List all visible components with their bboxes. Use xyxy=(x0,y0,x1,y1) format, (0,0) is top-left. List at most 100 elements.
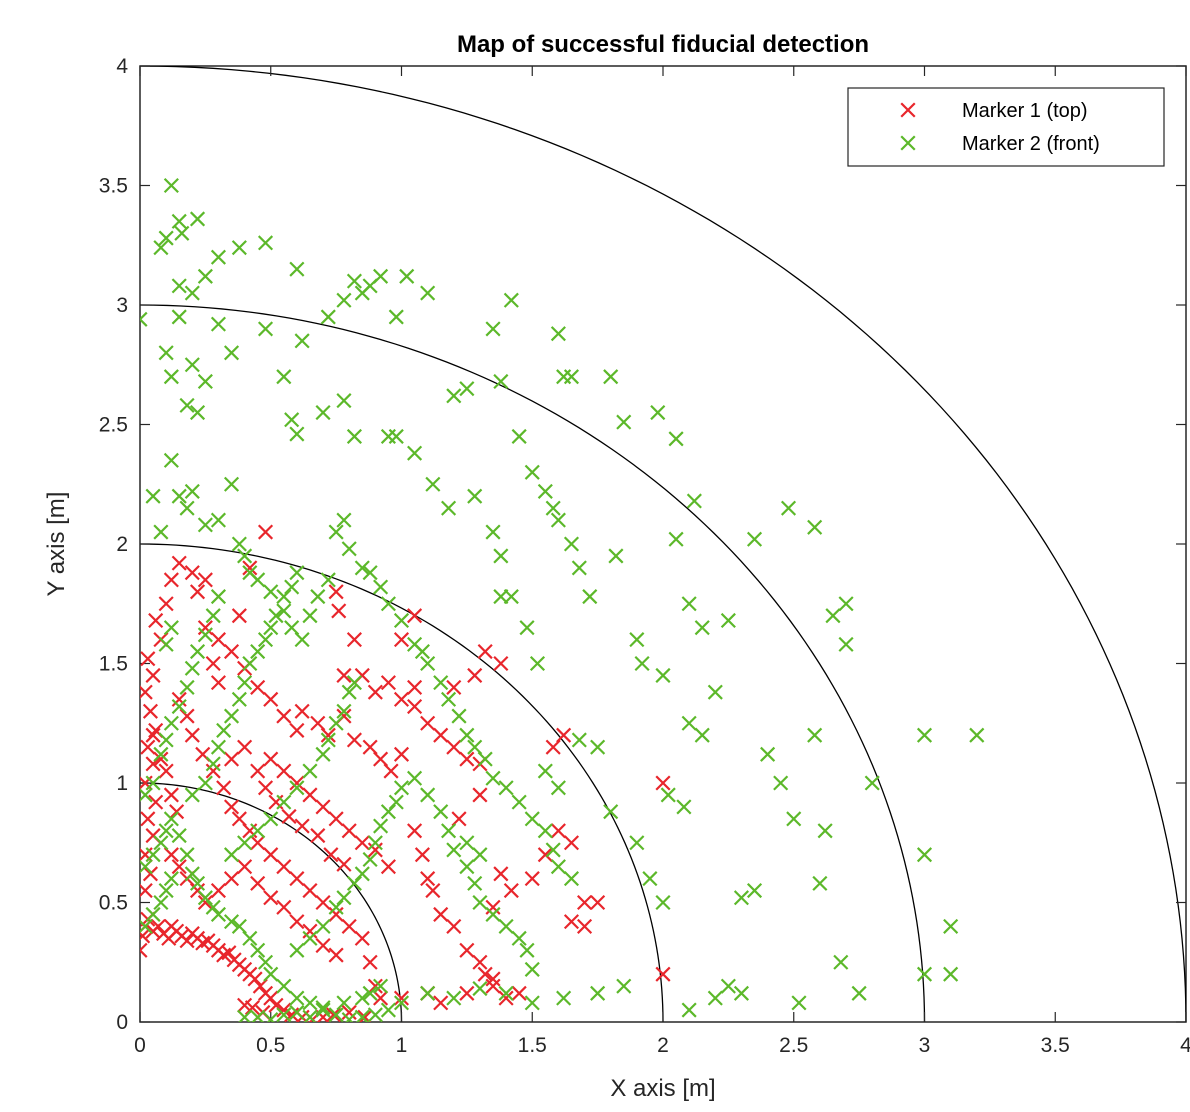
y-tick-label: 4 xyxy=(116,55,128,78)
data-point-series-2 xyxy=(472,980,488,997)
x-tick-label: 3.5 xyxy=(1041,1034,1070,1057)
data-point-series-2 xyxy=(237,548,253,564)
data-point-series-2 xyxy=(733,985,750,1001)
data-point-series-2 xyxy=(197,627,213,643)
chart-title: Map of successful fiducial detection xyxy=(457,31,869,58)
data-point-series-2 xyxy=(833,954,849,970)
data-point-series-2 xyxy=(707,684,723,700)
data-point-series-2 xyxy=(336,995,352,1011)
data-point-series-2 xyxy=(179,679,195,695)
reference-arc-r3 xyxy=(140,304,926,1022)
data-point-series-2 xyxy=(746,531,763,547)
data-point-series-1 xyxy=(346,632,362,648)
data-point-series-2 xyxy=(393,612,410,629)
data-point-series-2 xyxy=(153,835,169,851)
data-point-series-2 xyxy=(328,524,344,540)
data-point-series-2 xyxy=(571,732,587,748)
data-point-series-2 xyxy=(446,990,462,1006)
data-point-series-1 xyxy=(354,930,370,946)
data-point-series-1 xyxy=(380,675,396,691)
data-point-series-2 xyxy=(529,655,546,672)
data-point-series-1 xyxy=(446,739,462,755)
data-point-series-2 xyxy=(276,603,292,619)
data-point-series-1 xyxy=(407,608,423,624)
data-point-series-1 xyxy=(142,703,159,719)
data-point-series-1 xyxy=(163,572,179,588)
data-point-series-2 xyxy=(399,268,415,284)
x-tick-label: 4 xyxy=(1180,1034,1190,1057)
data-point-series-2 xyxy=(511,794,527,810)
data-point-series-2 xyxy=(373,818,389,834)
data-point-series-2 xyxy=(433,675,449,691)
data-point-series-2 xyxy=(642,871,658,887)
data-point-series-1 xyxy=(140,651,156,667)
data-point-series-1 xyxy=(493,866,509,882)
data-point-series-1 xyxy=(250,875,266,891)
data-point-series-1 xyxy=(163,787,179,803)
y-tick-label: 0.5 xyxy=(99,892,128,915)
data-point-series-2 xyxy=(315,1000,331,1016)
data-point-series-1 xyxy=(380,859,396,875)
data-point-series-1 xyxy=(289,871,305,887)
data-point-series-2 xyxy=(179,500,195,516)
data-point-series-2 xyxy=(550,512,566,528)
data-point-series-1 xyxy=(511,985,527,1001)
data-point-series-2 xyxy=(707,990,723,1006)
data-point-series-1 xyxy=(210,632,227,648)
data-point-series-1 xyxy=(472,787,488,803)
data-point-series-1 xyxy=(184,727,200,743)
data-point-series-2 xyxy=(289,261,305,277)
data-point-series-2 xyxy=(668,431,684,447)
data-point-series-1 xyxy=(163,847,179,863)
data-point-series-2 xyxy=(223,847,240,863)
data-point-series-2 xyxy=(189,404,206,421)
data-point-series-1 xyxy=(281,808,297,825)
data-point-series-2 xyxy=(420,985,436,1001)
data-point-series-2 xyxy=(545,842,561,858)
data-point-series-2 xyxy=(446,842,462,858)
data-point-series-1 xyxy=(328,584,344,600)
data-point-series-1 xyxy=(367,684,383,700)
data-point-series-2 xyxy=(257,954,274,970)
data-point-series-2 xyxy=(242,930,258,946)
data-point-series-1 xyxy=(231,608,247,624)
data-point-series-2 xyxy=(608,548,624,564)
data-point-series-2 xyxy=(341,541,357,557)
data-point-series-2 xyxy=(807,727,823,743)
data-point-series-1 xyxy=(223,799,240,815)
data-point-series-2 xyxy=(791,995,807,1011)
data-point-series-2 xyxy=(237,835,253,851)
data-point-series-1 xyxy=(433,906,449,923)
reference-arc-r1 xyxy=(140,782,403,1022)
data-point-series-1 xyxy=(563,914,580,930)
data-point-series-1 xyxy=(250,679,266,695)
data-point-series-1 xyxy=(477,966,493,982)
data-point-series-2 xyxy=(681,596,697,612)
legend-label-1: Marker 1 (top) xyxy=(962,100,1088,122)
data-point-series-2 xyxy=(171,278,187,294)
data-point-series-2 xyxy=(263,584,279,600)
data-point-series-2 xyxy=(425,476,441,492)
data-point-series-1 xyxy=(145,667,161,684)
data-point-series-2 xyxy=(315,1002,331,1018)
data-point-series-2 xyxy=(320,572,336,588)
data-point-series-1 xyxy=(328,811,344,827)
data-point-series-2 xyxy=(231,536,247,552)
data-point-series-2 xyxy=(179,847,195,863)
x-tick-label: 0 xyxy=(134,1034,146,1057)
data-point-series-2 xyxy=(655,667,671,684)
data-point-series-2 xyxy=(407,445,423,461)
data-point-series-2 xyxy=(519,620,535,636)
data-point-series-1 xyxy=(537,847,553,863)
data-point-series-2 xyxy=(373,268,389,284)
data-point-series-2 xyxy=(140,859,153,875)
data-point-series-2 xyxy=(276,369,292,385)
data-point-series-2 xyxy=(545,500,561,516)
data-point-series-1 xyxy=(153,751,169,767)
data-point-series-2 xyxy=(380,596,396,612)
data-point-series-1 xyxy=(145,756,161,772)
data-point-series-1 xyxy=(325,1007,342,1022)
data-point-series-2 xyxy=(864,775,880,791)
data-point-series-2 xyxy=(812,875,828,891)
data-point-series-2 xyxy=(237,1009,253,1022)
